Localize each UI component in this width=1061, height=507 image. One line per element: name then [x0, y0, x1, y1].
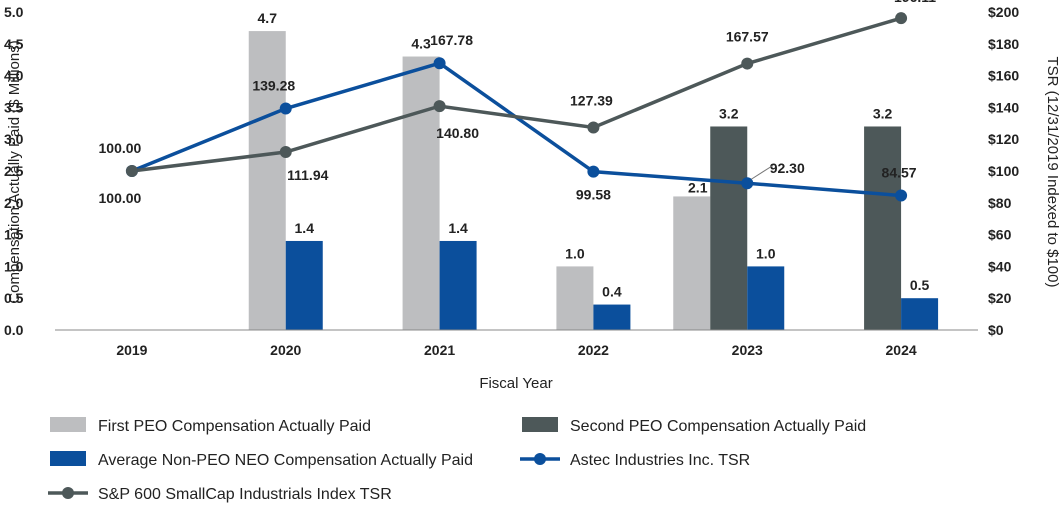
- legend-label-2: Average Non-PEO NEO Compensation Actuall…: [98, 452, 473, 469]
- bar-label-2-2020: 1.4: [295, 220, 315, 236]
- bar-label-0-2023: 2.1: [688, 179, 708, 195]
- right-tick-10: $200: [988, 4, 1019, 20]
- line-point-0-2021: [433, 57, 446, 70]
- left-tick-9: 4.5: [4, 36, 24, 52]
- right-tick-7: $140: [988, 99, 1019, 115]
- right-tick-0: $0: [988, 322, 1004, 338]
- legend: First PEO Compensation Actually Paid Seco…: [48, 417, 866, 503]
- bar-2-2024: [901, 298, 939, 330]
- legend-label-1: Second PEO Compensation Actually Paid: [570, 418, 866, 435]
- right-tick-6: $120: [988, 131, 1019, 147]
- legend-swatch-1: [522, 417, 558, 432]
- y-axis-right-title: TSR (12/31/2019 Indexed to $100): [1044, 57, 1061, 288]
- left-tick-1: 0.5: [4, 290, 24, 306]
- left-tick-3: 1.5: [4, 227, 24, 243]
- right-tick-1: $20: [988, 290, 1012, 306]
- bar-2-2023: [747, 266, 785, 330]
- bar-label-2-2024: 0.5: [910, 277, 930, 293]
- bar-0-2022: [556, 266, 594, 330]
- left-tick-10: 5.0: [4, 4, 24, 20]
- line-point-0-2020: [279, 102, 292, 115]
- tsr-label-sp600-2020: 111.94: [287, 167, 328, 183]
- tsr-label-astec-2023: 92.30: [770, 160, 805, 176]
- ticks-layer: 0.0 0.5 1.0 1.5 2.0 2.5 3.0 3.5 4.0 4.5 5.0 $0 $20 $4…: [4, 4, 1061, 392]
- x-tick-2021: 2021: [424, 342, 455, 358]
- right-tick-2: $40: [988, 258, 1012, 274]
- y-axis-left-title: Compensation Actually Paid ($ Millions): [6, 40, 23, 303]
- bar-0-2020: [248, 31, 286, 331]
- tsr-label-sp600-2023: 167.57: [726, 29, 769, 45]
- left-tick-6: 3.0: [4, 131, 24, 147]
- line-point-0-2024: [895, 189, 908, 202]
- tsr-label-astec-2022: 99.58: [576, 187, 611, 203]
- tsr-label-sp600-2019: 100.00: [99, 190, 142, 206]
- bar-label-0-2020: 4.7: [258, 10, 278, 26]
- line-point-1-2020: [279, 146, 292, 159]
- left-tick-0: 0.0: [4, 322, 24, 338]
- bar-1-2024: [864, 126, 902, 330]
- data-labels-layer: 4.7 1.4 4.3 1.4 1.0 0.4 2.1 3.2 1.0 3.2 0.5 100.00 1…: [99, 0, 937, 300]
- line-point-1-2024: [895, 12, 908, 25]
- bars-layer: [248, 31, 939, 331]
- bar-label-0-2022: 1.0: [565, 245, 585, 261]
- leader-line-2023: [750, 164, 774, 180]
- right-tick-3: $60: [988, 227, 1012, 243]
- tsr-label-sp600-2024: 196.11: [894, 0, 936, 5]
- line-series-1: [131, 16, 902, 173]
- bar-1-2023: [710, 126, 748, 330]
- tsr-label-sp600-2022: 127.39: [570, 92, 613, 108]
- bar-label-0-2021: 4.3: [411, 36, 431, 52]
- x-tick-2019: 2019: [116, 342, 147, 358]
- lines-layer: [125, 12, 908, 202]
- line-point-0-2022: [587, 165, 600, 178]
- x-tick-2024: 2024: [886, 342, 917, 358]
- legend-label-3: Astec Industries Inc. TSR: [570, 452, 750, 469]
- line-point-1-2021: [433, 100, 446, 113]
- tsr-label-astec-2021: 167.78: [430, 32, 473, 48]
- right-tick-9: $180: [988, 36, 1019, 52]
- left-tick-2: 1.0: [4, 258, 24, 274]
- bar-2-2021: [439, 240, 477, 330]
- x-tick-2020: 2020: [270, 342, 301, 358]
- right-tick-5: $100: [988, 163, 1019, 179]
- tsr-label-astec-2019: 100.00: [99, 140, 142, 156]
- x-axis-title: Fiscal Year: [479, 375, 552, 392]
- tsr-label-astec-2024: 84.57: [882, 165, 917, 181]
- bar-2-2022: [593, 304, 631, 330]
- bar-2-2020: [285, 240, 323, 330]
- line-point-0-2023: [741, 177, 754, 190]
- line-point-1-2023: [741, 57, 754, 70]
- legend-label-4: S&P 600 SmallCap Industrials Index TSR: [98, 486, 392, 503]
- left-tick-8: 4.0: [4, 68, 24, 84]
- bar-label-1-2023: 3.2: [719, 105, 739, 121]
- legend-marker-3: [534, 453, 546, 465]
- legend-swatch-2: [50, 451, 86, 466]
- bar-label-2-2023: 1.0: [756, 245, 776, 261]
- tsr-label-astec-2020: 139.28: [252, 78, 295, 94]
- bar-label-2-2022: 0.4: [602, 284, 622, 300]
- left-tick-5: 2.5: [4, 163, 24, 179]
- left-tick-7: 3.5: [4, 99, 24, 115]
- x-tick-2023: 2023: [732, 342, 763, 358]
- legend-label-0: First PEO Compensation Actually Paid: [98, 418, 371, 435]
- right-tick-8: $160: [988, 68, 1019, 84]
- bar-0-2021: [402, 56, 440, 331]
- bar-label-1-2024: 3.2: [873, 105, 893, 121]
- line-point-1-2019: [125, 165, 138, 177]
- bar-label-2-2021: 1.4: [448, 220, 468, 236]
- x-tick-2022: 2022: [578, 342, 609, 358]
- bar-0-2023: [673, 196, 711, 330]
- tsr-label-sp600-2021: 140.80: [436, 125, 479, 141]
- legend-marker-4: [62, 487, 74, 499]
- right-tick-4: $80: [988, 195, 1012, 211]
- line-point-1-2022: [587, 121, 600, 134]
- left-tick-4: 2.0: [4, 195, 24, 211]
- legend-swatch-0: [50, 417, 86, 432]
